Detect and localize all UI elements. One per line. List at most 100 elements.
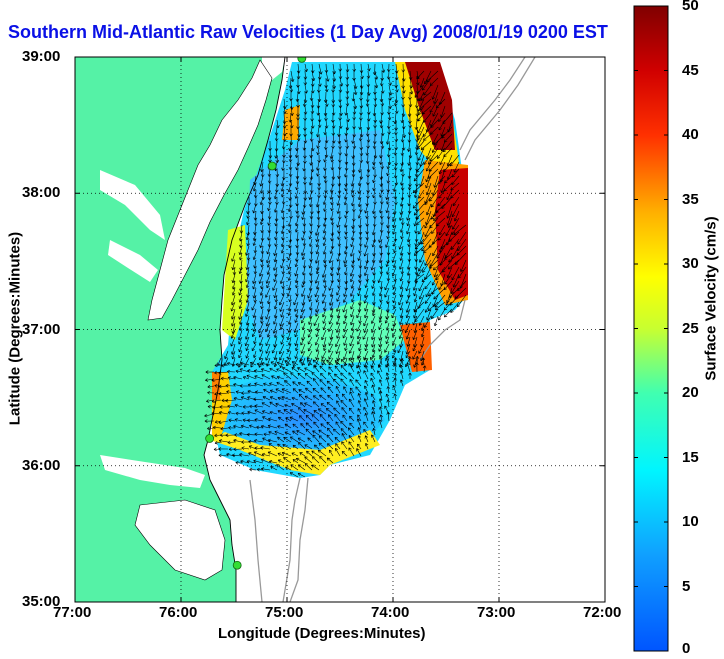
velocity-arrow: [346, 112, 350, 123]
velocity-arrow: [315, 343, 320, 353]
velocity-arrow: [406, 224, 411, 235]
colorbar-tick-marks: [634, 5, 668, 652]
velocity-arrow: [438, 224, 446, 236]
velocity-arrow: [417, 112, 425, 122]
velocity-arrow: [295, 287, 299, 297]
velocity-arrow: [312, 430, 320, 436]
velocity-arrow: [357, 435, 362, 443]
velocity-arrow: [267, 451, 278, 457]
velocity-arrow: [252, 350, 257, 358]
velocity-arrow: [316, 168, 320, 177]
velocity-arrow: [242, 405, 250, 409]
velocity-arrow: [399, 210, 404, 221]
velocity-arrow: [359, 112, 363, 121]
velocity-arrow: [338, 84, 343, 93]
velocity-arrow: [247, 383, 257, 387]
velocity-arrow: [290, 70, 295, 82]
velocity-arrow: [309, 210, 314, 219]
velocity-arrow: [379, 119, 384, 129]
velocity-arrow: [307, 343, 313, 352]
velocity-arrow: [269, 460, 278, 464]
velocity-arrow: [341, 441, 348, 450]
velocity-arrow: [273, 245, 278, 257]
velocity-arrow: [323, 161, 327, 171]
velocity-arrow: [243, 357, 250, 368]
grid-lines: [75, 57, 605, 602]
velocity-arrow: [341, 407, 348, 415]
velocity-vectors: [204, 63, 467, 478]
velocity-arrow: [230, 294, 236, 306]
velocity-arrow: [269, 367, 278, 373]
site-marker: [232, 560, 242, 570]
velocity-arrow: [405, 294, 411, 304]
velocity-arrow: [363, 370, 369, 380]
velocity-arrow: [267, 203, 271, 212]
velocity-arrow: [317, 119, 322, 128]
velocity-arrow: [371, 336, 376, 348]
velocity-arrow: [430, 196, 439, 208]
velocity-arrow: [245, 231, 250, 241]
velocity-arrow: [309, 126, 314, 135]
velocity-arrow: [438, 119, 446, 131]
albemarle-sound: [100, 455, 205, 488]
velocity-arrow: [227, 404, 236, 409]
velocity-arrow: [230, 329, 236, 339]
velocity-arrow: [228, 418, 236, 423]
velocity-arrow: [300, 402, 306, 408]
velocity-arrow: [273, 315, 278, 325]
velocity-arrow: [326, 421, 334, 429]
velocity-field-ne-cape: [400, 322, 432, 372]
velocity-arrow: [326, 380, 334, 387]
velocity-arrow: [337, 280, 341, 289]
velocity-arrow: [287, 308, 292, 316]
velocity-arrow: [444, 252, 453, 260]
velocity-arrow: [328, 366, 334, 373]
velocity-arrow: [335, 447, 341, 457]
velocity-arrow: [445, 294, 453, 306]
velocity-arrow: [253, 294, 257, 303]
x-tick-label: 72:00: [583, 604, 622, 621]
velocity-arrow: [356, 443, 362, 450]
velocity-arrow: [413, 294, 418, 303]
velocity-arrow: [328, 280, 334, 291]
velocity-arrow: [274, 294, 279, 303]
colorbar-tick-label: 0: [682, 640, 691, 657]
velocity-arrow: [307, 437, 313, 443]
velocity-arrow: [406, 210, 411, 221]
velocity-arrow: [320, 403, 327, 408]
velocity-arrow: [387, 112, 392, 121]
velocity-arrow: [363, 294, 369, 304]
velocity-arrow: [370, 377, 376, 387]
velocity-arrow: [301, 266, 306, 276]
velocity-arrow: [339, 77, 344, 87]
velocity-arrow: [268, 443, 278, 450]
velocity-arrow: [225, 433, 236, 438]
velocity-arrow: [381, 63, 386, 73]
velocity-arrow: [307, 287, 313, 299]
velocity-arrow: [418, 280, 425, 292]
velocity-arrow: [406, 266, 411, 276]
velocity-arrow: [227, 410, 236, 415]
velocity-arrow: [300, 245, 306, 256]
velocity-arrow: [414, 168, 419, 177]
velocity-arrow: [378, 398, 383, 408]
velocity-arrow: [266, 329, 271, 338]
velocity-arrow: [246, 217, 250, 226]
velocity-arrow: [378, 364, 383, 373]
velocity-arrow: [218, 439, 229, 443]
velocity-arrow: [341, 451, 348, 457]
velocity-arrow: [349, 266, 355, 277]
velocity-arrow: [291, 403, 299, 408]
velocity-arrow: [446, 203, 453, 219]
velocity-arrow: [423, 70, 432, 85]
velocity-arrow: [235, 411, 243, 416]
velocity-arrow: [329, 245, 334, 254]
velocity-arrow: [256, 425, 264, 430]
velocity-arrow: [241, 391, 250, 395]
velocity-arrow: [315, 301, 320, 313]
velocity-arrow: [393, 147, 398, 156]
velocity-arrow: [372, 266, 376, 276]
velocity-arrow: [281, 388, 292, 394]
velocity-arrow: [304, 373, 313, 380]
velocity-arrow: [235, 390, 243, 394]
